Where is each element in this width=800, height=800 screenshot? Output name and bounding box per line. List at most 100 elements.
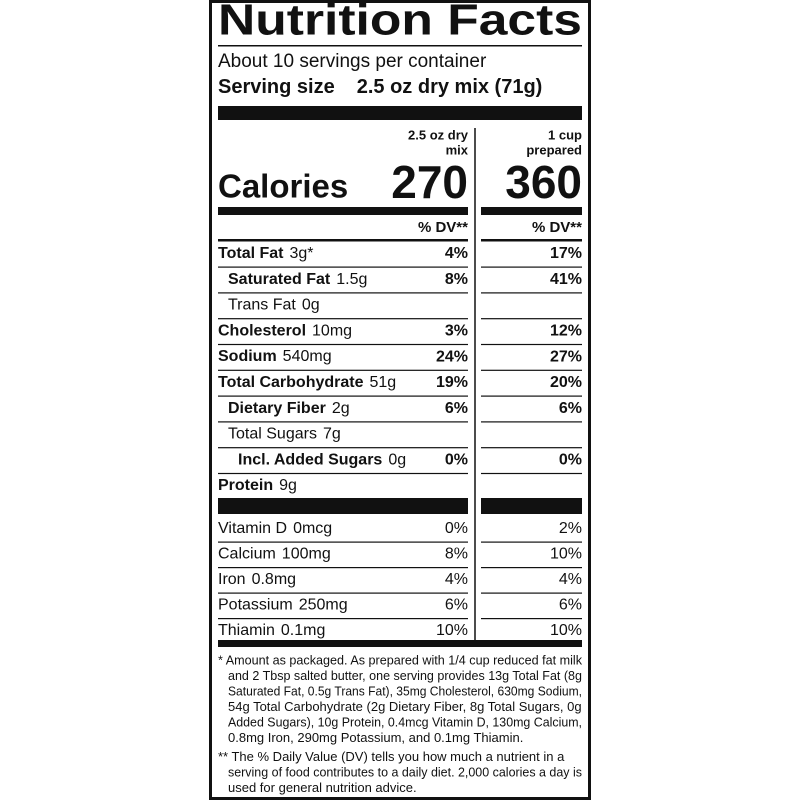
rule [218,266,468,268]
nutrient-row: Vitamin D 0mcg [218,520,332,537]
nutrient-name: Trans Fat [228,297,296,314]
nutrient-row: Protein 9g [218,477,297,494]
rule [481,318,582,320]
nutrient-amount: 10mg [312,323,352,340]
daily-value: 10% [550,546,582,563]
nutrient-row: Iron 0.8mg [218,571,296,588]
nutrient-row: Potassium 250mg [218,597,348,614]
rule [481,266,582,268]
rule [481,207,582,215]
rule [481,447,582,449]
serving-size-value: 2.5 oz dry mix (71g) [357,76,543,98]
rule [218,318,468,320]
nutrient-amount: 2g [332,400,350,417]
daily-value: 4% [445,571,468,588]
rule [218,343,468,346]
calories-label: Calories [218,168,348,205]
footnote-line: and 2 Tbsp salted butter, one serving pr… [228,668,582,683]
rule [218,567,468,569]
daily-value: 20% [550,374,582,391]
nutrient-row: Incl. Added Sugars 0g [238,452,406,469]
daily-value: 27% [550,348,582,365]
nutrient-row: Total Sugars 7g [228,426,341,443]
rule [218,239,468,242]
nutrient-name: Calcium [218,546,276,563]
daily-value: 24% [436,348,468,365]
daily-value: 10% [436,622,468,639]
nutrient-row: Dietary Fiber 2g [228,400,350,417]
servings: About 10 servings per container [218,51,487,72]
rule [481,239,582,242]
nutrient-name: Thiamin [218,622,275,639]
rule [481,421,582,423]
nutrient-row: Trans Fat 0g [228,297,320,314]
nutrient-amount: 9g [279,477,297,494]
daily-value: 41% [550,271,582,288]
rule [218,292,468,294]
nutrient-row: Thiamin 0.1mg [218,622,325,639]
rule [218,447,468,449]
rule [218,618,468,620]
daily-value: 6% [445,400,468,417]
calories-value: 270 [391,156,468,208]
daily-value: 17% [550,245,582,262]
daily-value: 6% [445,597,468,614]
nutrient-name: Cholesterol [218,323,306,340]
nutrient-row: Total Fat 3g* [218,245,314,262]
nutrient-name: Total Fat [218,245,284,262]
nutrient-amount: 51g [370,374,397,391]
nutrient-amount: 0mcg [293,520,332,537]
nutrient-name: Incl. Added Sugars [238,452,382,469]
nutrient-amount: 100mg [282,546,331,563]
nutrient-amount: 0g [388,452,406,469]
rule [218,592,468,594]
nutrient-name: Total Carbohydrate [218,374,364,391]
nutrient-name: Protein [218,477,273,494]
daily-value: 0% [445,520,468,537]
title: Nutrition Facts [218,0,582,45]
rule [218,207,468,215]
nutrient-row: Total Carbohydrate 51g [218,374,396,391]
rule [218,395,468,397]
rule [481,343,582,346]
footnote-line: Added Sugars), 10g Protein, 0.4mcg Vitam… [228,714,582,729]
rule [481,498,582,514]
daily-value: 6% [559,597,582,614]
rule [218,45,582,47]
rule [481,567,582,569]
rule [481,618,582,620]
nutrient-amount: 0.1mg [281,622,325,639]
nutrient-name: Vitamin D [218,520,287,537]
nutrient-name: Potassium [218,597,293,614]
nutrient-row: Saturated Fat 1.5g [228,271,367,288]
daily-value: 10% [550,622,582,639]
rule [218,640,582,647]
rule [218,369,468,371]
rule [481,292,582,294]
nutrient-name: Iron [218,571,246,588]
column-header: mix [446,142,469,157]
nutrient-amount: 540mg [283,348,332,365]
serving-size-label: Serving size [218,76,335,98]
footnote-line: * Amount as packaged. As prepared with 1… [218,652,582,667]
nutrient-name: Dietary Fiber [228,400,326,417]
rule [481,472,582,475]
nutrient-amount: 3g* [289,245,313,262]
rule [481,369,582,371]
footnote-line: 54g Total Carbohydrate (2g Dietary Fiber… [228,699,582,714]
nutrient-amount: 0.8mg [252,571,296,588]
daily-value: 8% [445,271,468,288]
rule [218,421,468,423]
rule [218,541,468,543]
daily-value: 4% [559,571,582,588]
nutrient-row: Calcium 100mg [218,546,331,563]
nutrient-row: Cholesterol 10mg [218,323,352,340]
rule [481,592,582,594]
label-border [209,0,591,800]
daily-value: 3% [445,323,468,340]
daily-value: 0% [445,452,468,469]
footnote-line: serving of food contributes to a daily d… [228,764,582,779]
nutrient-name: Saturated Fat [228,271,331,288]
nutrient-row: Sodium 540mg [218,348,332,365]
